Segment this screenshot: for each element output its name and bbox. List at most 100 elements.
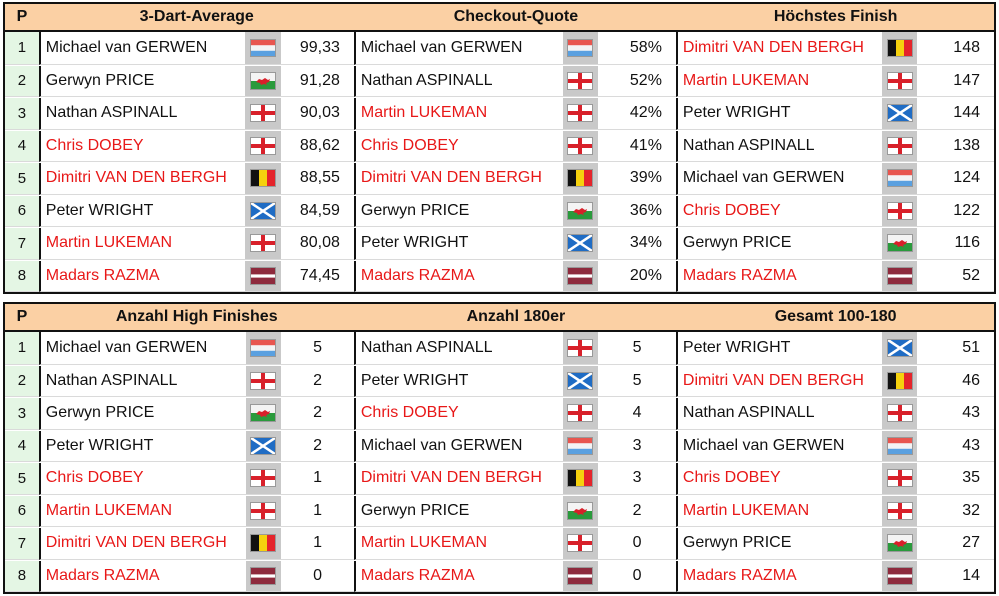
scotland-flag-icon [245, 430, 282, 462]
player-name: Peter WRIGHT [675, 332, 882, 365]
player-name: Nathan ASPINALL [353, 332, 563, 365]
stat-value: 42% [598, 98, 676, 130]
stat-value: 138 [917, 131, 994, 162]
player-name: Madars RAZMA [38, 560, 246, 592]
netherlands-flag-icon [881, 430, 918, 462]
england-flag-icon [245, 463, 282, 495]
header-title-3-dart-average: 3-Dart-Average [139, 8, 254, 25]
stat-value: 90,03 [281, 98, 354, 130]
england-flag-icon [562, 98, 599, 130]
stat-value: 4 [598, 398, 676, 430]
player-name: Dimitri VAN DEN BERGH [675, 32, 882, 65]
scotland-flag-icon [881, 332, 918, 365]
table-row: 3 Gerwyn PRICE 2 Chris DOBEY 4 Nathan ASPINAL… [5, 397, 995, 430]
stat-value: 32 [917, 496, 995, 527]
player-name: Michael van GERWEN [675, 430, 882, 462]
stat-value: 124 [917, 163, 994, 195]
stat-value: 88,55 [281, 163, 354, 195]
stat-value: 122 [917, 196, 994, 227]
player-name: Martin LUKEMAN [38, 495, 246, 527]
table-body: 1 Michael van GERWEN 99,33 Michael van GERW… [3, 32, 996, 294]
table-row: 5 Chris DOBEY 1 Dimitri VAN DEN BERGH 3 Chris… [5, 462, 995, 495]
stat-value: 88,62 [281, 131, 354, 162]
stat-value: 5 [598, 366, 676, 397]
player-name: Dimitri VAN DEN BERGH [353, 463, 563, 495]
netherlands-flag-icon [881, 163, 918, 195]
position-cell: 5 [5, 163, 39, 195]
stat-value: 27 [917, 528, 995, 560]
wales-flag-icon [245, 65, 282, 97]
belgium-flag-icon [245, 528, 282, 560]
player-name: Gerwyn PRICE [353, 495, 563, 527]
table-row: 4 Peter WRIGHT 2 Michael van GERWEN 3 Michael… [5, 429, 995, 462]
england-flag-icon [562, 332, 599, 365]
player-name: Peter WRIGHT [353, 228, 563, 260]
stat-value: 2 [598, 496, 676, 527]
table-header: P 3-Dart-Average Checkout-Quote Höchstes… [3, 2, 996, 32]
player-name: Michael van GERWEN [38, 332, 246, 365]
player-name: Martin LUKEMAN [675, 495, 882, 527]
england-flag-icon [562, 398, 599, 430]
england-flag-icon [881, 65, 918, 97]
table-row: 1 Michael van GERWEN 5 Nathan ASPINALL 5 Pete… [5, 332, 995, 365]
stat-value: 41% [598, 131, 676, 162]
latvia-flag-icon [881, 560, 918, 592]
stats-table-1: P 3-Dart-Average Checkout-Quote Höchstes… [3, 2, 996, 294]
player-name: Nathan ASPINALL [38, 365, 246, 397]
player-name: Dimitri VAN DEN BERGH [38, 528, 246, 560]
position-cell: 6 [5, 495, 39, 527]
latvia-flag-icon [881, 260, 918, 292]
player-name: Chris DOBEY [38, 463, 246, 495]
position-cell: 8 [5, 560, 39, 592]
player-name: Chris DOBEY [353, 130, 563, 162]
england-flag-icon [562, 65, 599, 97]
player-name: Nathan ASPINALL [353, 65, 563, 97]
stat-value: 20% [598, 261, 676, 292]
stat-value: 147 [917, 66, 994, 97]
stat-value: 74,45 [281, 261, 354, 292]
stat-value: 2 [281, 398, 354, 430]
table-row: 4 Chris DOBEY 88,62 Chris DOBEY 41% Nathan AS… [5, 129, 994, 162]
england-flag-icon [245, 495, 282, 527]
stat-value: 116 [917, 228, 994, 260]
header-position-label: P [16, 8, 28, 25]
england-flag-icon [881, 130, 918, 162]
stat-value: 5 [598, 332, 676, 365]
position-cell: 6 [5, 195, 39, 227]
table-body: 1 Michael van GERWEN 5 Nathan ASPINALL 5 Pete… [3, 332, 996, 594]
latvia-flag-icon [245, 260, 282, 292]
wales-flag-icon [881, 228, 918, 260]
stat-value: 0 [598, 561, 676, 592]
stat-value: 5 [281, 332, 354, 365]
stat-value: 144 [917, 98, 994, 130]
stat-value: 43 [917, 431, 995, 462]
stat-value: 3 [598, 463, 676, 495]
header-title-total-100-180: Gesamt 100-180 [774, 308, 897, 325]
england-flag-icon [881, 463, 918, 495]
player-name: Martin LUKEMAN [38, 228, 246, 260]
player-name: Dimitri VAN DEN BERGH [675, 365, 882, 397]
player-name: Martin LUKEMAN [675, 65, 882, 97]
england-flag-icon [245, 98, 282, 130]
stat-value: 1 [281, 528, 354, 560]
player-name: Peter WRIGHT [38, 195, 246, 227]
player-name: Chris DOBEY [38, 130, 246, 162]
belgium-flag-icon [562, 163, 599, 195]
wales-flag-icon [245, 398, 282, 430]
belgium-flag-icon [245, 163, 282, 195]
wales-flag-icon [562, 195, 599, 227]
position-cell: 7 [5, 528, 39, 560]
player-name: Martin LUKEMAN [353, 528, 563, 560]
england-flag-icon [562, 130, 599, 162]
table-row: 2 Nathan ASPINALL 2 Peter WRIGHT 5 Dimitri VA… [5, 364, 995, 397]
netherlands-flag-icon [245, 32, 282, 65]
england-flag-icon [881, 195, 918, 227]
stat-value: 2 [281, 431, 354, 462]
header-title-180s: Anzahl 180er [466, 308, 566, 325]
stat-value: 52 [917, 261, 994, 292]
position-cell: 8 [5, 260, 39, 292]
stat-value: 2 [281, 366, 354, 397]
stat-value: 14 [917, 561, 995, 592]
stat-value: 43 [917, 398, 995, 430]
stat-value: 99,33 [281, 32, 354, 65]
